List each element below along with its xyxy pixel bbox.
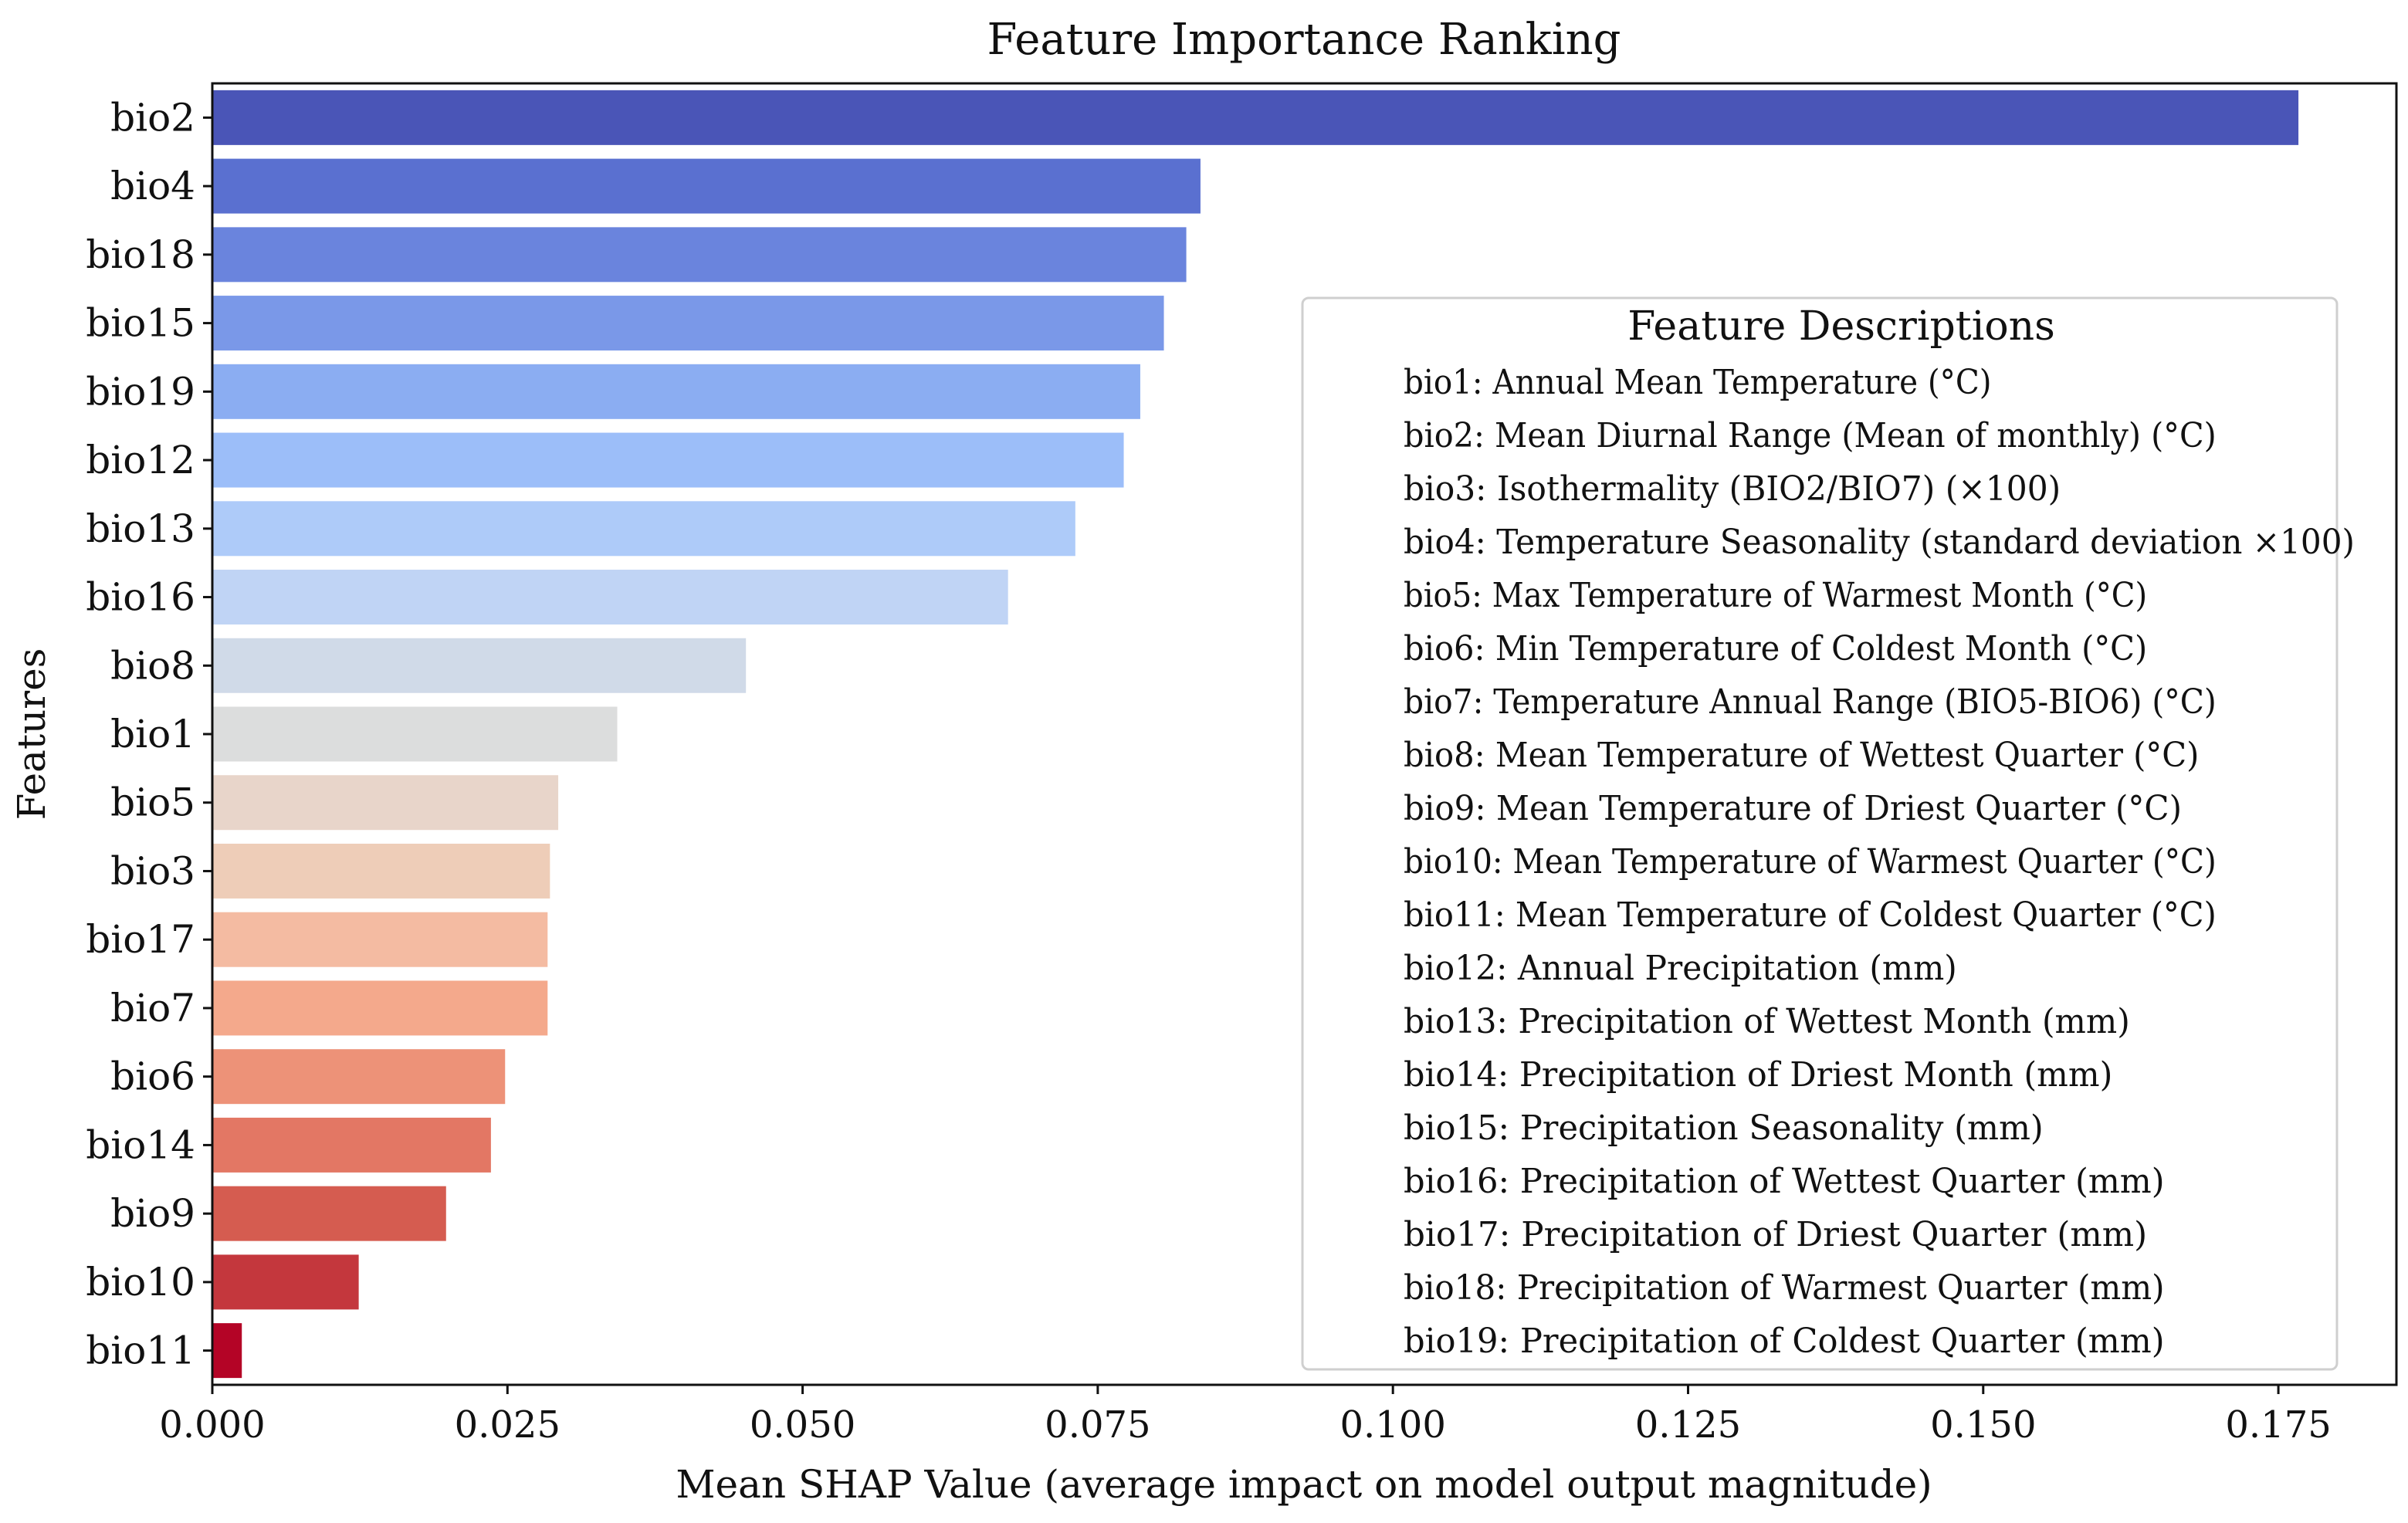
x-tick-label: 0.100 <box>1339 1403 1445 1447</box>
y-axis: bio2 bio4 bio18 bio15 bio19 bio12 bio13 bio16 bi… <box>86 95 212 1373</box>
y-tick-label: bio5 <box>110 780 195 825</box>
y-tick-label: bio6 <box>110 1054 195 1099</box>
bar-bio6 <box>212 1049 506 1105</box>
legend-entry: bio8: Mean Temperature of Wettest Quarte… <box>1404 736 2199 775</box>
y-tick-label: bio18 <box>86 232 195 277</box>
bar-bio11 <box>212 1323 242 1379</box>
bar-bio14 <box>212 1117 491 1173</box>
legend-entry: bio10: Mean Temperature of Warmest Quart… <box>1404 842 2217 882</box>
legend-box <box>1301 296 2339 1371</box>
legend-entry: bio7: Temperature Annual Range (BIO5-BIO… <box>1404 682 2217 722</box>
x-tick-label: 0.150 <box>1930 1403 2036 1447</box>
bar-bio15 <box>212 296 1164 351</box>
bar-bio8 <box>212 638 747 693</box>
legend-entry: bio17: Precipitation of Driest Quarter (… <box>1404 1215 2147 1254</box>
legend-entry: bio4: Temperature Seasonality (standard … <box>1404 523 2355 562</box>
legend-entry: bio19: Precipitation of Coldest Quarter … <box>1404 1322 2165 1361</box>
bar-bio19 <box>212 364 1140 419</box>
legend-entry: bio13: Precipitation of Wettest Month (m… <box>1404 1002 2130 1041</box>
bar-bio5 <box>212 775 559 831</box>
x-tick-label: 0.050 <box>750 1403 855 1447</box>
y-tick-label: bio3 <box>110 848 195 893</box>
bar-bio9 <box>212 1186 446 1241</box>
bar-group <box>212 90 2299 1379</box>
legend-entry: bio1: Annual Mean Temperature (°C) <box>1404 363 1992 402</box>
legend-entry: bio9: Mean Temperature of Driest Quarter… <box>1404 789 2182 828</box>
y-tick-label: bio4 <box>110 164 195 208</box>
x-axis-label: Mean SHAP Value (average impact on model… <box>676 1462 1932 1507</box>
bar-bio7 <box>212 980 548 1036</box>
y-tick-label: bio13 <box>86 506 195 551</box>
legend-entry: bio18: Precipitation of Warmest Quarter … <box>1404 1268 2165 1308</box>
legend-entry: bio12: Annual Precipitation (mm) <box>1404 949 1957 988</box>
y-tick-label: bio7 <box>110 986 195 1031</box>
bar-bio3 <box>212 843 550 899</box>
y-tick-label: bio12 <box>86 438 195 482</box>
y-tick-label: bio14 <box>86 1122 195 1167</box>
bar-bio18 <box>212 227 1187 283</box>
legend-entry: bio15: Precipitation Seasonality (mm) <box>1404 1108 2044 1148</box>
y-tick-label: bio8 <box>110 643 195 688</box>
y-tick-label: bio15 <box>86 301 195 346</box>
chart-title: Feature Importance Ranking <box>987 15 1621 65</box>
x-tick-label: 0.125 <box>1635 1403 1741 1447</box>
y-tick-label: bio16 <box>86 575 195 620</box>
legend-entry: bio3: Isothermality (BIO2/BIO7) (×100) <box>1404 469 2061 509</box>
x-tick-label: 0.175 <box>2225 1403 2331 1447</box>
bar-bio13 <box>212 501 1075 557</box>
bar-bio1 <box>212 706 618 762</box>
legend-entry: bio6: Min Temperature of Coldest Month (… <box>1404 629 2147 668</box>
legend-entry: bio5: Max Temperature of Warmest Month (… <box>1404 576 2147 615</box>
x-axis: 0.000 0.025 0.050 0.075 0.100 0.125 0.150 0.175 <box>159 1385 2332 1447</box>
bar-bio16 <box>212 570 1008 625</box>
bar-bio17 <box>212 912 548 967</box>
y-tick-label: bio11 <box>86 1328 195 1373</box>
legend: Feature Descriptions bio1: Annual Mean T… <box>1301 296 2355 1371</box>
bar-bio4 <box>212 158 1201 214</box>
legend-title: Feature Descriptions <box>1627 303 2055 350</box>
bar-bio12 <box>212 432 1124 488</box>
x-tick-label: 0.075 <box>1045 1403 1150 1447</box>
legend-entry: bio2: Mean Diurnal Range (Mean of monthl… <box>1404 416 2217 455</box>
y-axis-label: Features <box>9 648 54 821</box>
bar-bio10 <box>212 1254 359 1310</box>
y-tick-label: bio17 <box>86 917 195 962</box>
y-tick-label: bio2 <box>110 95 195 140</box>
y-tick-label: bio9 <box>110 1191 195 1236</box>
bar-bio2 <box>212 90 2299 145</box>
legend-entries: bio1: Annual Mean Temperature (°C) bio2: … <box>1404 363 2355 1361</box>
legend-entry: bio16: Precipitation of Wettest Quarter … <box>1404 1162 2165 1201</box>
x-tick-label: 0.025 <box>455 1403 561 1447</box>
legend-entry: bio11: Mean Temperature of Coldest Quart… <box>1404 895 2217 935</box>
x-tick-label: 0.000 <box>159 1403 265 1447</box>
legend-entry: bio14: Precipitation of Driest Month (mm… <box>1404 1055 2112 1095</box>
y-tick-label: bio1 <box>110 712 195 756</box>
y-tick-label: bio10 <box>86 1260 195 1305</box>
y-tick-label: bio19 <box>86 369 195 414</box>
